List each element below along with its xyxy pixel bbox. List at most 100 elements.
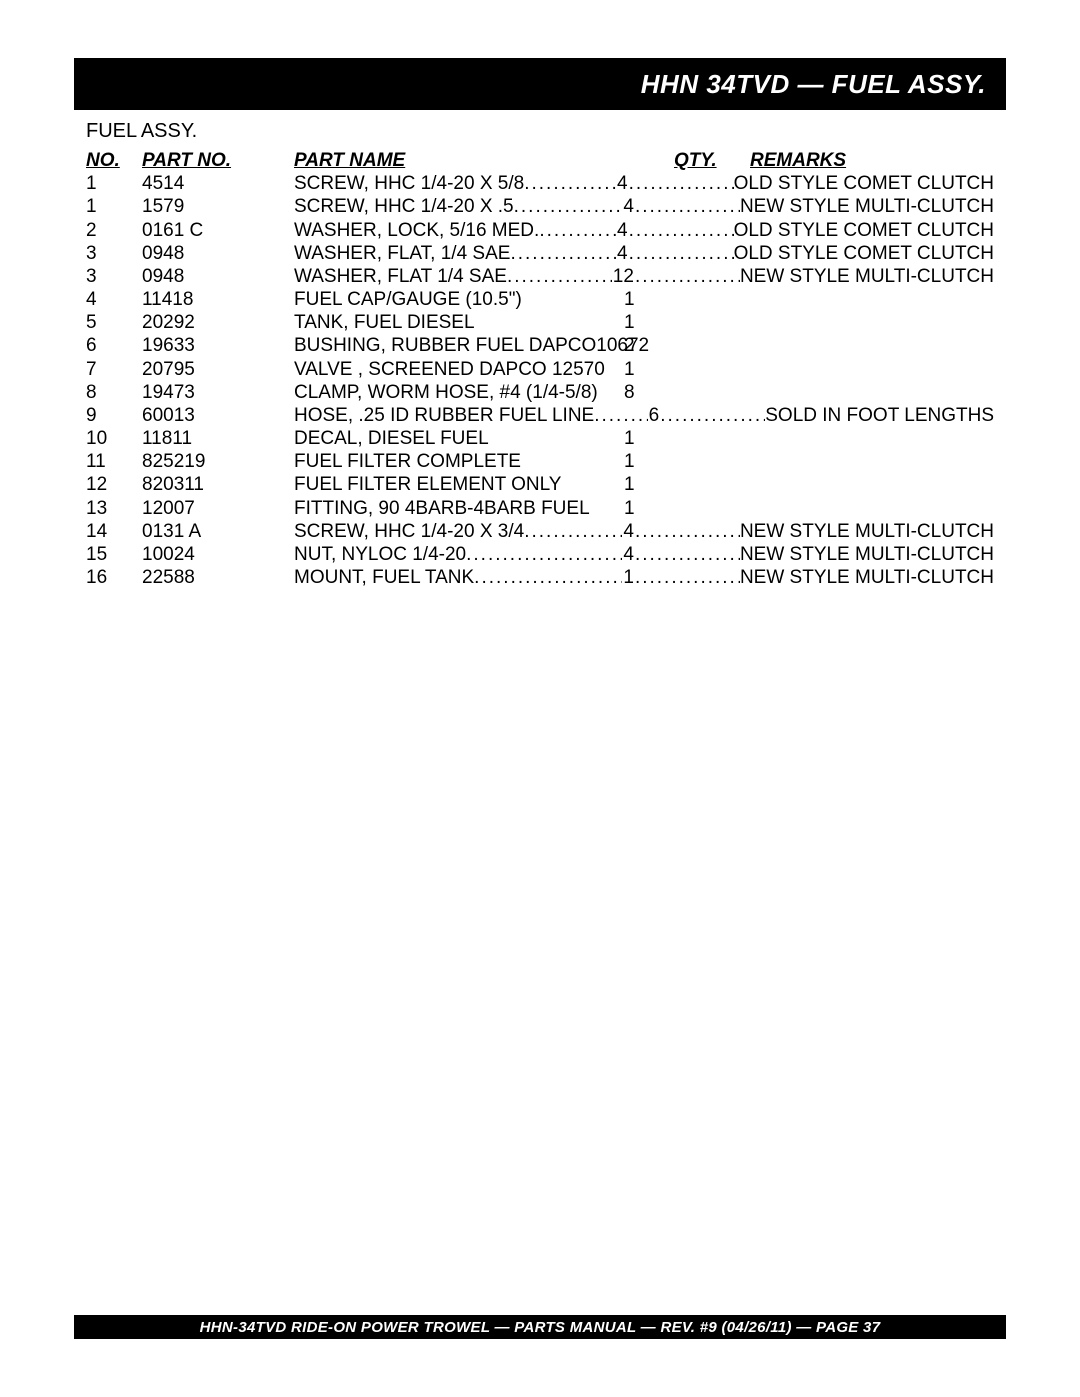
- cell-no: 5: [86, 311, 142, 334]
- footer-bar: HHN-34TVD RIDE-ON POWER TROWEL — PARTS M…: [74, 1315, 1006, 1339]
- cell-no: 8: [86, 381, 142, 404]
- cell-partno: 10024: [142, 543, 294, 566]
- table-row: 1510024NUT, NYLOC 1/4-20................…: [86, 543, 994, 566]
- cell-partname: FUEL FILTER COMPLETE: [294, 450, 624, 473]
- cell-remarks: SOLD IN FOOT LENGTHS: [765, 404, 994, 427]
- cell-no: 6: [86, 334, 142, 357]
- header-qty: QTY.: [674, 149, 717, 172]
- cell-partno: 60013: [142, 404, 294, 427]
- cell-middle: SCREW, HHC 1/4-20 X 5/8.................…: [294, 172, 734, 195]
- cell-no: 15: [86, 543, 142, 566]
- leader-dots: ........................................…: [524, 520, 622, 543]
- cell-middle: FUEL CAP/GAUGE (10.5")1: [294, 288, 994, 311]
- cell-partname: NUT, NYLOC 1/4-20: [294, 543, 466, 566]
- cell-middle: SCREW, HHC 1/4-20 X .5..................…: [294, 195, 740, 218]
- leader-dots: ........................................…: [635, 520, 740, 543]
- cell-remarks: NEW STYLE MULTI-CLUTCH: [740, 543, 994, 566]
- table-row: 411418FUEL CAP/GAUGE (10.5")1: [86, 288, 994, 311]
- cell-qty: 4: [622, 520, 635, 543]
- cell-qty: 8: [624, 381, 635, 404]
- header-partname: PART NAME: [294, 149, 405, 172]
- cell-qty: 1: [624, 358, 635, 381]
- cell-middle: SCREW, HHC 1/4-20 X 3/4.................…: [294, 520, 740, 543]
- cell-middle: FITTING, 90 4BARB-4BARB FUEL1: [294, 497, 994, 520]
- cell-partno: 20292: [142, 311, 294, 334]
- cell-middle: TANK, FUEL DIESEL1: [294, 311, 994, 334]
- cell-qty: 4: [616, 219, 629, 242]
- cell-qty: 4: [622, 195, 635, 218]
- header-partno: PART NO.: [142, 149, 294, 172]
- header-no: NO.: [86, 149, 142, 172]
- cell-qty: 6: [648, 404, 661, 427]
- cell-partno: 825219: [142, 450, 294, 473]
- cell-middle: DECAL, DIESEL FUEL1: [294, 427, 994, 450]
- cell-partno: 1579: [142, 195, 294, 218]
- cell-no: 11: [86, 450, 142, 473]
- cell-no: 1: [86, 172, 142, 195]
- page-title: HHN 34TVD — FUEL ASSY.: [641, 69, 986, 100]
- table-row: 30948WASHER, FLAT, 1/4 SAE..............…: [86, 242, 994, 265]
- cell-middle: BUSHING, RUBBER FUEL DAPCO106722: [294, 334, 994, 357]
- cell-middle: WASHER, FLAT 1/4 SAE....................…: [294, 265, 740, 288]
- table-row: 1622588MOUNT, FUEL TANK.................…: [86, 566, 994, 589]
- cell-middle: MOUNT, FUEL TANK........................…: [294, 566, 740, 589]
- cell-remarks: NEW STYLE MULTI-CLUTCH: [740, 566, 994, 589]
- cell-partname: VALVE , SCREENED DAPCO 12570: [294, 358, 624, 381]
- cell-partno: 0161 C: [142, 219, 294, 242]
- cell-partname: SCREW, HHC 1/4-20 X .5: [294, 195, 514, 218]
- cell-partname: SCREW, HHC 1/4-20 X 3/4: [294, 520, 524, 543]
- cell-partno: 12007: [142, 497, 294, 520]
- cell-no: 10: [86, 427, 142, 450]
- cell-partname: DECAL, DIESEL FUEL: [294, 427, 624, 450]
- cell-middle: VALVE , SCREENED DAPCO 125701: [294, 358, 994, 381]
- cell-remarks: OLD STYLE COMET CLUTCH: [734, 219, 994, 242]
- cell-partno: 20795: [142, 358, 294, 381]
- cell-no: 4: [86, 288, 142, 311]
- table-row: 1312007FITTING, 90 4BARB-4BARB FUEL1: [86, 497, 994, 520]
- table-row: 140131 ASCREW, HHC 1/4-20 X 3/4.........…: [86, 520, 994, 543]
- cell-partname: TANK, FUEL DIESEL: [294, 311, 624, 334]
- leader-dots: ........................................…: [635, 566, 740, 589]
- leader-dots: ........................................…: [660, 404, 765, 427]
- leader-dots: ........................................…: [635, 195, 740, 218]
- cell-no: 2: [86, 219, 142, 242]
- table-row: 11825219FUEL FILTER COMPLETE1: [86, 450, 994, 473]
- table-row: 619633BUSHING, RUBBER FUEL DAPCO106722: [86, 334, 994, 357]
- cell-middle: FUEL FILTER COMPLETE1: [294, 450, 994, 473]
- table-row: 14514SCREW, HHC 1/4-20 X 5/8............…: [86, 172, 994, 195]
- cell-no: 12: [86, 473, 142, 496]
- cell-partno: 0131 A: [142, 520, 294, 543]
- leader-dots: ........................................…: [594, 404, 647, 427]
- cell-qty: 1: [624, 288, 635, 311]
- table-row: 720795VALVE , SCREENED DAPCO 125701: [86, 358, 994, 381]
- cell-qty: 1: [624, 311, 635, 334]
- cell-remarks: NEW STYLE MULTI-CLUTCH: [740, 265, 994, 288]
- cell-remarks: OLD STYLE COMET CLUTCH: [734, 172, 994, 195]
- cell-partname: MOUNT, FUEL TANK: [294, 566, 474, 589]
- cell-qty: 12: [612, 265, 635, 288]
- header-remarks: REMARKS: [750, 149, 846, 172]
- cell-remarks: NEW STYLE MULTI-CLUTCH: [740, 195, 994, 218]
- leader-dots: ........................................…: [474, 566, 622, 589]
- subtitle: FUEL ASSY.: [86, 120, 1006, 143]
- cell-middle: WASHER, FLAT, 1/4 SAE...................…: [294, 242, 734, 265]
- leader-dots: ........................................…: [507, 265, 612, 288]
- cell-partno: 0948: [142, 265, 294, 288]
- cell-middle: HOSE, .25 ID RUBBER FUEL LINE...........…: [294, 404, 765, 427]
- table-row: 30948WASHER, FLAT 1/4 SAE...............…: [86, 265, 994, 288]
- cell-partname: FUEL CAP/GAUGE (10.5"): [294, 288, 624, 311]
- cell-remarks: NEW STYLE MULTI-CLUTCH: [740, 520, 994, 543]
- cell-qty: 1: [624, 473, 635, 496]
- table-row: 960013HOSE, .25 ID RUBBER FUEL LINE.....…: [86, 404, 994, 427]
- leader-dots: ........................................…: [629, 242, 734, 265]
- leader-dots: ........................................…: [635, 265, 740, 288]
- cell-qty: 1: [624, 427, 635, 450]
- footer-text: HHN-34TVD RIDE-ON POWER TROWEL — PARTS M…: [200, 1319, 881, 1336]
- table-row: 20161 CWASHER, LOCK, 5/16 MED...........…: [86, 219, 994, 242]
- cell-middle: NUT, NYLOC 1/4-20.......................…: [294, 543, 740, 566]
- cell-partname: BUSHING, RUBBER FUEL DAPCO10672: [294, 334, 624, 357]
- leader-dots: ........................................…: [524, 172, 616, 195]
- cell-no: 14: [86, 520, 142, 543]
- cell-no: 3: [86, 265, 142, 288]
- table-row: 11579SCREW, HHC 1/4-20 X .5.............…: [86, 195, 994, 218]
